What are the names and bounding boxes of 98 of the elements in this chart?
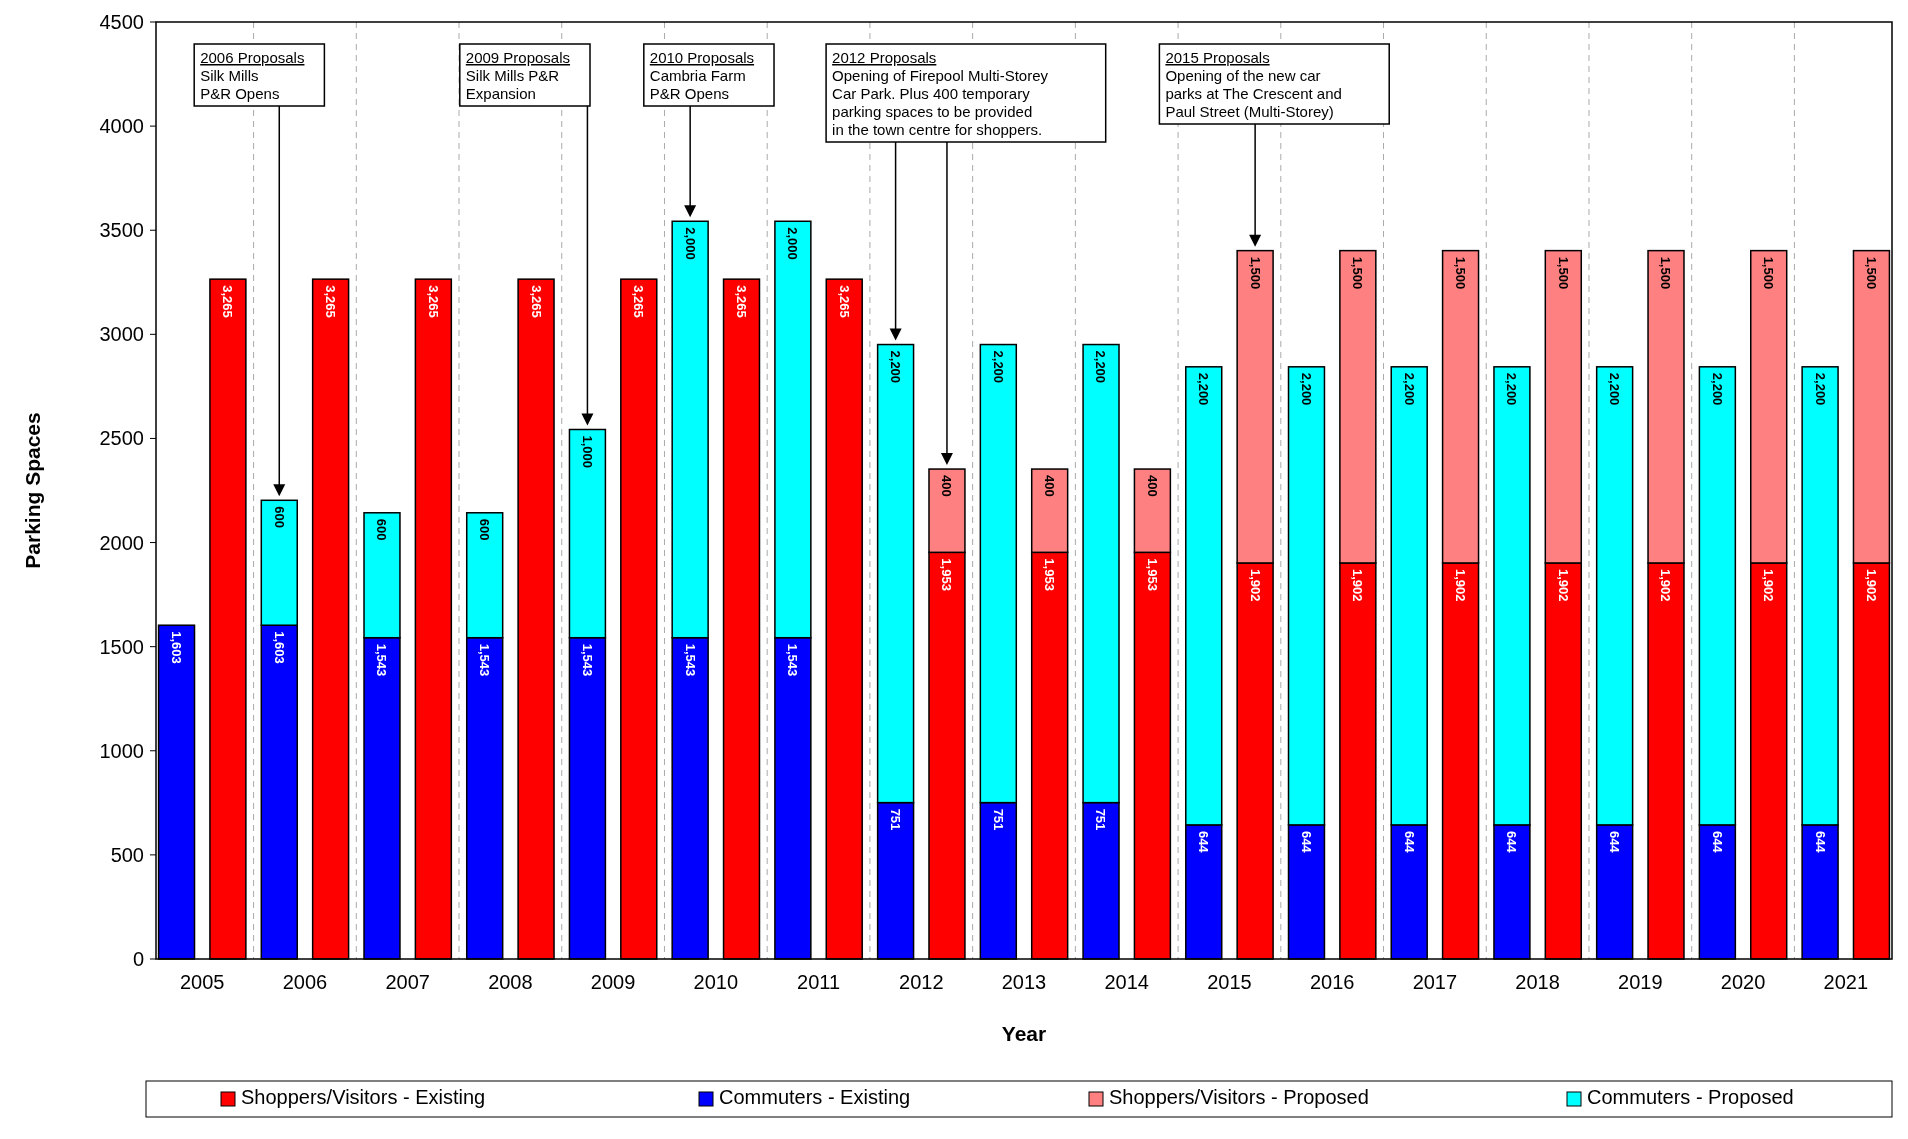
y-tick-label: 1500 [99, 635, 144, 658]
data-label: 400 [1042, 475, 1058, 497]
data-label: 1,953 [939, 558, 955, 591]
data-label: 1,902 [1863, 568, 1879, 602]
x-tick-label: 2017 [1412, 971, 1458, 993]
data-label: 2,200 [1298, 372, 1314, 406]
data-label: 1,500 [1555, 256, 1571, 290]
data-label: 644 [1196, 830, 1212, 854]
x-tick-label: 2010 [693, 971, 739, 993]
data-label: 644 [1709, 830, 1725, 854]
y-tick-label: 0 [132, 948, 144, 970]
data-label: 751 [990, 808, 1006, 831]
data-label: 1,902 [1453, 568, 1469, 602]
y-axis-title: Parking Spaces [21, 412, 44, 569]
data-label: 2,200 [1196, 372, 1212, 406]
data-label: 1,953 [1042, 558, 1058, 591]
x-tick-label: 2009 [590, 971, 636, 993]
data-label: 3,265 [220, 285, 236, 318]
data-label: 1,543 [579, 643, 595, 677]
data-label: 1,603 [168, 631, 184, 664]
data-label: 400 [939, 475, 955, 497]
x-tick-label: 2011 [797, 971, 841, 993]
data-label: 2,000 [682, 227, 698, 260]
x-tick-label: 2008 [488, 971, 533, 993]
x-tick-label: 2005 [179, 971, 225, 993]
legend-label: Shoppers/Visitors - Proposed [1109, 1086, 1369, 1108]
data-label: 644 [1298, 830, 1314, 854]
annotation: 2012 Proposals Opening of Firepool Multi-Storey Car Park. Plus 400 temporary parking spaces to be provided in the town centre for shoppers. [832, 49, 1049, 138]
data-label: 1,543 [477, 643, 493, 677]
data-label: 3,265 [323, 285, 339, 318]
data-label: 751 [1093, 808, 1109, 831]
data-label: 1,543 [374, 643, 390, 677]
data-label: 1,902 [1247, 568, 1263, 602]
x-tick-label: 2007 [385, 971, 430, 993]
data-label: 1,603 [271, 631, 287, 664]
data-label: 1,500 [1247, 256, 1263, 290]
legend-label: Shoppers/Visitors - Existing [241, 1086, 486, 1108]
data-label: 2,200 [1812, 372, 1828, 406]
data-label: 1,953 [1144, 558, 1160, 591]
data-label: 400 [1144, 475, 1160, 497]
data-label: 600 [374, 518, 390, 541]
data-label: 644 [1504, 830, 1520, 854]
data-label: 2,200 [1401, 372, 1417, 406]
x-tick-label: 2019 [1618, 971, 1663, 993]
data-label: 1,500 [1761, 256, 1777, 290]
y-tick-label: 500 [110, 843, 144, 866]
data-label: 1,000 [579, 435, 595, 469]
x-tick-label: 2021 [1823, 971, 1869, 993]
y-tick-label: 3000 [99, 323, 144, 346]
x-tick-label: 2016 [1309, 971, 1355, 993]
data-label: 2,200 [888, 350, 904, 384]
data-label: 1,543 [682, 643, 698, 677]
data-label: 1,500 [1658, 256, 1674, 290]
data-label: 751 [888, 808, 904, 831]
data-label: 1,902 [1761, 568, 1777, 602]
data-label: 3,265 [836, 285, 852, 318]
annotation: 2009 Proposals Silk Mills P&R Expansion [465, 49, 571, 102]
annotation: 2006 Proposals Silk Mills P&R Opens [200, 49, 305, 102]
data-label: 644 [1812, 830, 1828, 854]
y-tick-label: 4000 [99, 115, 144, 138]
data-label: 2,000 [785, 227, 801, 260]
data-label: 644 [1607, 830, 1623, 854]
x-tick-label: 2020 [1720, 971, 1766, 993]
y-tick-label: 3500 [99, 219, 144, 242]
x-tick-label: 2006 [282, 971, 328, 993]
data-label: 644 [1401, 830, 1417, 854]
data-label: 2,200 [1093, 350, 1109, 384]
legend-label: Commuters - Existing [719, 1086, 911, 1108]
x-tick-label: 2013 [1001, 971, 1047, 993]
data-label: 1,902 [1350, 568, 1366, 602]
data-label: 600 [477, 518, 493, 541]
data-label: 3,265 [631, 285, 647, 318]
data-label: 3,265 [425, 285, 441, 318]
y-tick-label: 2000 [99, 531, 144, 554]
legend-label: Commuters - Proposed [1587, 1086, 1794, 1108]
y-tick-label: 1000 [99, 739, 144, 762]
data-label: 2,200 [1709, 372, 1725, 406]
data-label: 600 [271, 506, 287, 528]
data-label: 1,500 [1350, 256, 1366, 290]
data-label: 3,265 [528, 285, 544, 318]
data-label: 2,200 [1607, 372, 1623, 406]
data-label: 1,902 [1658, 568, 1674, 602]
x-axis-title: Year [1001, 1022, 1047, 1045]
data-label: 2,200 [1504, 372, 1520, 406]
y-tick-label: 2500 [99, 427, 144, 450]
data-label: 3,265 [733, 285, 749, 318]
x-tick-label: 2018 [1515, 971, 1560, 993]
data-label: 1,500 [1863, 256, 1879, 290]
data-label: 1,543 [785, 643, 801, 677]
data-label: 2,200 [990, 350, 1006, 384]
x-tick-label: 2012 [899, 971, 944, 993]
annotation: 2010 Proposals Cambria Farm P&R Opens [649, 49, 755, 102]
y-tick-label: 4500 [99, 11, 144, 33]
data-label: 1,500 [1453, 256, 1469, 290]
x-tick-label: 2014 [1104, 971, 1149, 993]
x-tick-label: 2015 [1207, 971, 1252, 993]
annotation: 2015 Proposals Opening of the new car parks at The Crescent and Paul Street (Multi-Storey) [1165, 49, 1342, 120]
data-label: 1,902 [1555, 568, 1571, 602]
